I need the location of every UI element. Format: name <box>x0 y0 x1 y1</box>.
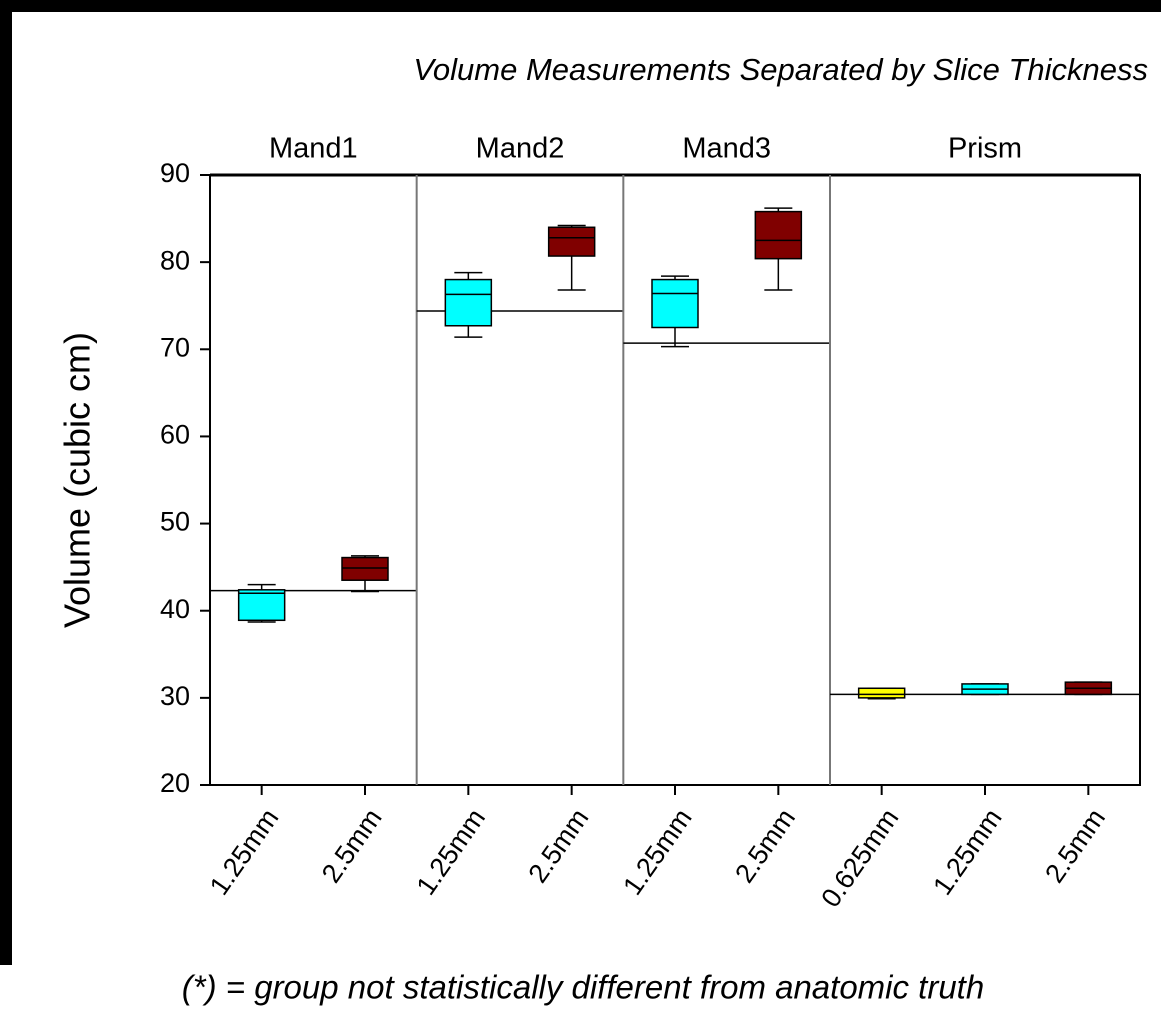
box <box>444 278 493 327</box>
y-tick-label: 30 <box>160 681 190 711</box>
y-tick-label: 90 <box>160 158 190 188</box>
box <box>237 589 286 622</box>
box <box>547 226 596 257</box>
y-tick-label: 70 <box>160 332 190 362</box>
y-tick-label: 60 <box>160 420 190 450</box>
x-tick-label: 2.5mm <box>729 803 801 888</box>
x-tick-label: 1.25mm <box>204 803 285 900</box>
y-tick-label: 80 <box>160 245 190 275</box>
box <box>754 210 803 260</box>
box <box>341 556 389 581</box>
x-tick-label: 2.5mm <box>523 803 595 888</box>
x-tick-label: 2.5mm <box>316 803 388 888</box>
border-left <box>0 0 12 965</box>
footnote: (*) = group not statistically different … <box>182 969 984 1006</box>
y-tick-label: 40 <box>160 594 190 624</box>
group-label: Prism <box>948 133 1022 165</box>
y-tick-label: 20 <box>160 768 190 798</box>
box <box>857 687 906 699</box>
chart-title: Volume Measurements Separated by Slice T… <box>413 52 1148 87</box>
x-tick-label: 0.625mm <box>815 803 904 912</box>
group-label: Mand3 <box>682 133 771 165</box>
x-tick-label: 2.5mm <box>1039 803 1111 888</box>
group-label: Mand2 <box>476 133 565 165</box>
x-tick-label: 1.25mm <box>617 803 698 900</box>
x-tick-label: 1.25mm <box>411 803 492 900</box>
x-tick-label: 1.25mm <box>927 803 1008 900</box>
border-top <box>0 0 1161 12</box>
y-axis-label: Volume (cubic cm) <box>57 332 98 628</box>
y-tick-label: 50 <box>160 507 190 537</box>
box <box>651 278 699 329</box>
group-label: Mand1 <box>269 133 358 165</box>
